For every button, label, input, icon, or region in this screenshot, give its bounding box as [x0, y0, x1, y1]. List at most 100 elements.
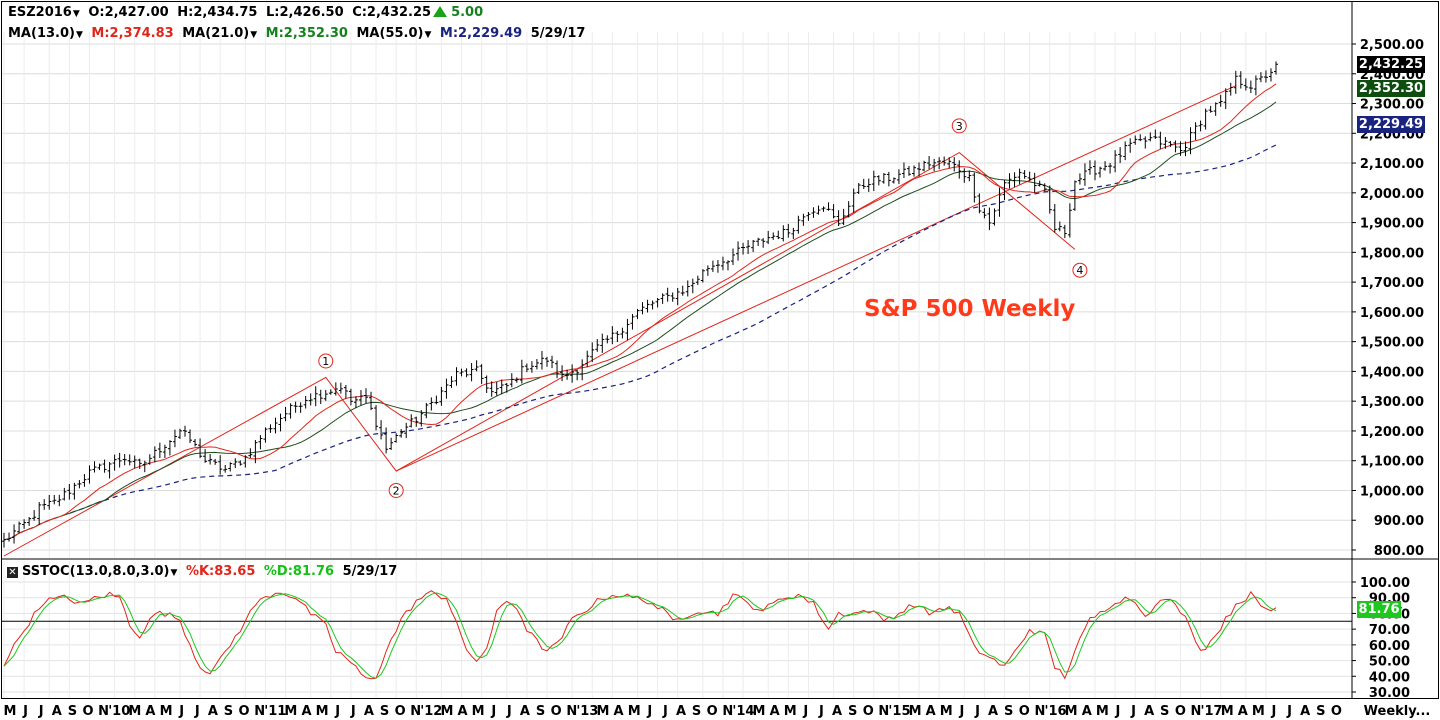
- time-label: A: [458, 704, 468, 719]
- price-bar: [1248, 80, 1253, 94]
- price-bar: [233, 458, 238, 469]
- time-label: S: [1160, 704, 1169, 719]
- time-label: J: [490, 704, 496, 719]
- price-bar: [670, 292, 675, 302]
- price-bar: [1138, 134, 1143, 142]
- price-bar: [685, 280, 690, 297]
- ma21-dropdown-icon[interactable]: ▼: [250, 30, 258, 40]
- price-bars: [2, 61, 1278, 548]
- wave-label-text: 2: [393, 484, 400, 497]
- price-bar: [1037, 180, 1042, 187]
- time-label: M: [753, 704, 766, 719]
- ma13-dropdown-icon[interactable]: ▼: [75, 30, 83, 40]
- price-bar: [318, 389, 323, 405]
- ma13-label[interactable]: MA(13.0): [8, 26, 75, 41]
- time-label: J: [178, 704, 184, 719]
- stoch-date: 5/29/17: [342, 564, 398, 579]
- price-bar: [982, 208, 987, 219]
- time-label: M: [784, 704, 797, 719]
- price-bar: [198, 438, 203, 459]
- price-bar: [1002, 180, 1007, 201]
- price-bar: [846, 201, 851, 218]
- price-bar: [253, 439, 258, 464]
- price-bar: [700, 269, 705, 283]
- price-bar: [484, 375, 489, 393]
- time-label: A: [145, 704, 155, 719]
- time-label: '17: [1201, 704, 1223, 719]
- time-label: N: [98, 704, 109, 719]
- time-label: M: [597, 704, 610, 719]
- stoch-d-value: %D:81.76: [263, 564, 335, 579]
- price-bar: [1173, 140, 1178, 153]
- price-bar: [32, 510, 37, 521]
- up-arrow-icon: [433, 6, 448, 17]
- price-bar: [610, 326, 615, 345]
- price-bar: [1067, 203, 1072, 238]
- price-bar: [464, 368, 469, 378]
- price-bar: [414, 416, 419, 427]
- wave-label-3: 3: [951, 118, 967, 134]
- price-bar: [720, 256, 725, 271]
- price-bar: [343, 385, 348, 399]
- time-label: O: [239, 704, 250, 719]
- price-bar: [1223, 88, 1228, 110]
- ma55-label[interactable]: MA(55.0): [356, 26, 424, 41]
- price-bar: [379, 420, 384, 440]
- price-bar: [655, 298, 660, 308]
- symbol-dropdown-icon[interactable]: ▼: [72, 9, 80, 19]
- time-label: '14: [732, 704, 754, 719]
- ma21-label[interactable]: MA(21.0): [182, 26, 250, 41]
- time-label: N: [1191, 704, 1202, 719]
- time-label: J: [974, 704, 980, 719]
- price-bar: [590, 342, 595, 363]
- price-bar: [363, 388, 368, 404]
- price-bar: [1243, 78, 1248, 91]
- ma21-value: M:2,352.30: [265, 26, 348, 41]
- price-bar: [675, 287, 680, 306]
- price-bar: [891, 177, 896, 184]
- price-bar: [1087, 160, 1092, 175]
- time-label: J: [1115, 704, 1121, 719]
- price-bar: [595, 339, 600, 352]
- price-bar: [1017, 168, 1022, 185]
- price-bar: [736, 241, 741, 261]
- time-label: A: [1144, 704, 1154, 719]
- price-bar: [419, 410, 424, 427]
- price-bar: [72, 482, 77, 500]
- price-bar: [831, 204, 836, 219]
- price-bar: [303, 396, 308, 409]
- price-bar: [1218, 94, 1223, 107]
- stoch-label[interactable]: SSTOC(13.0,8.0,3.0): [22, 564, 170, 579]
- time-label: O: [707, 704, 718, 719]
- price-bar: [635, 308, 640, 320]
- price-bar: [1123, 141, 1128, 161]
- price-bar: [1233, 70, 1238, 94]
- wave-labels: 1 2 3 4: [318, 118, 1088, 498]
- price-bar: [489, 381, 494, 397]
- price-bar: [942, 156, 947, 166]
- ma55-dropdown-icon[interactable]: ▼: [424, 30, 432, 40]
- price-bar: [801, 213, 806, 226]
- time-label: M: [1252, 704, 1265, 719]
- close-icon[interactable]: ✕: [7, 567, 18, 578]
- stoch-dropdown-icon[interactable]: ▼: [170, 568, 178, 578]
- price-bar: [499, 379, 504, 395]
- ma55-value: M:2,229.49: [439, 26, 523, 41]
- price-bar: [972, 172, 977, 203]
- time-label: M: [1065, 704, 1078, 719]
- ma13-line: [3, 83, 1277, 541]
- price-bar: [886, 171, 891, 187]
- price-bar: [811, 207, 816, 218]
- open-value: O:2,427.00: [88, 5, 169, 20]
- price-bar: [715, 259, 720, 273]
- price-tick-label: 900.00: [1374, 514, 1424, 529]
- price-bar: [1208, 105, 1213, 113]
- price-bar: [741, 242, 746, 255]
- symbol-label[interactable]: ESZ2016: [8, 5, 72, 20]
- price-bar: [1198, 120, 1203, 132]
- time-label: M: [909, 704, 922, 719]
- wave-trendlines: [3, 85, 1237, 557]
- price-bar: [841, 208, 846, 226]
- stoch-d-line: [3, 592, 1277, 679]
